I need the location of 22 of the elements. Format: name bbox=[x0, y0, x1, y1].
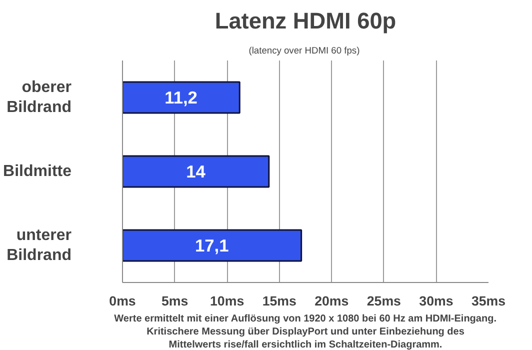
bar bbox=[122, 81, 240, 114]
data-label: 17,1 bbox=[195, 236, 230, 256]
chart-title: Latenz HDMI 60p bbox=[214, 8, 396, 34]
bar bbox=[122, 229, 302, 262]
data-label: 14 bbox=[186, 162, 206, 182]
x-tick-label: 30ms bbox=[419, 294, 454, 308]
x-tick-label: 10ms bbox=[210, 294, 244, 308]
text: Mittelwerts rise/fall ersichtlich im Schaltzeiten-Diagramm. bbox=[168, 340, 442, 350]
text: Werte ermittelt mit einer Auflösung von 1920 x 1080 bei 60 Hz am HDMI-Eingang. bbox=[114, 314, 497, 324]
bar bbox=[122, 155, 270, 188]
x-tick-label: 0ms bbox=[109, 294, 136, 308]
x-tick-label: 35ms bbox=[471, 294, 506, 308]
text: Kritischere Messung über DisplayPort und unter Einbeziehung des bbox=[146, 326, 465, 338]
chart-subtitle: (latency over HDMI 60 fps) bbox=[248, 46, 360, 56]
y-tick-label: Bildmitte bbox=[3, 163, 72, 180]
y-tick-label: oberer Bildrand bbox=[6, 78, 72, 116]
x-tick-label: 15ms bbox=[262, 294, 296, 308]
x-tick-label: 5ms bbox=[161, 294, 188, 308]
x-tick-label: 25ms bbox=[366, 294, 401, 308]
x-tick-label: 20ms bbox=[314, 294, 349, 308]
data-label: 11,2 bbox=[164, 88, 198, 108]
y-tick-label: unterer Bildrand bbox=[6, 226, 72, 264]
